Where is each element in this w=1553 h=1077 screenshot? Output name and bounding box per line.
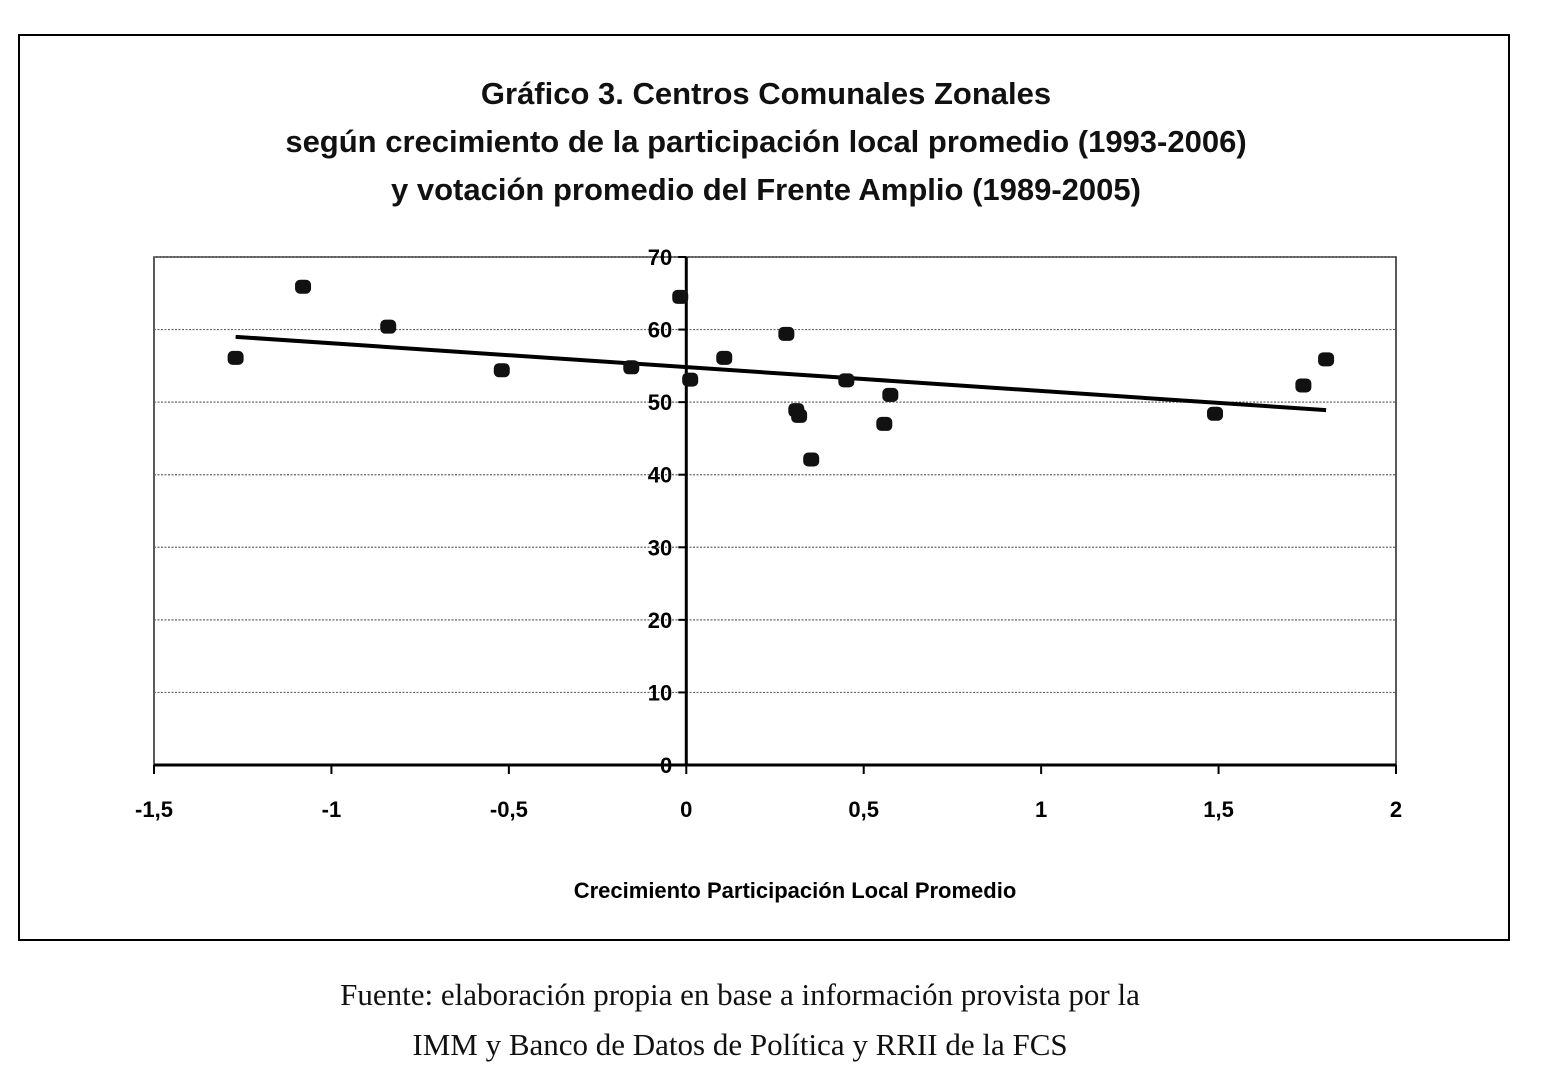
y-tick-label: 30 [648,535,672,560]
chart-frame: Gráfico 3. Centros Comunales Zonales seg… [18,34,1510,941]
data-point [1295,378,1312,393]
trendline [235,334,1327,413]
source-line-1: Fuente: elaboración propia en base a inf… [340,977,1140,1012]
data-point [682,372,699,387]
source-line-2: IMM y Banco de Datos de Política y RRII … [412,1027,1068,1062]
data-point [791,408,808,423]
data-point [876,416,893,431]
x-tick-label: -1,5 [135,797,173,822]
x-tick-label: -0,5 [490,797,528,822]
data-point [672,289,689,304]
source-note: Fuente: elaboración propia en base a inf… [0,970,1480,1070]
y-tick-label: 50 [648,390,672,415]
x-tick-label: 0 [680,797,692,822]
y-tick-label: 20 [648,608,672,633]
data-point [227,350,244,365]
plot-area [153,256,1397,766]
data-point [493,363,510,378]
data-point [1318,352,1335,367]
y-tick-label: 70 [648,245,672,270]
x-axis-label: Crecimiento Participación Local Promedio [574,878,1017,903]
y-tick-label: 10 [648,680,672,705]
data-point [623,360,640,375]
x-tick-label: 0,5 [848,797,879,822]
data-point [295,279,312,294]
title-line-3: y votación promedio del Frente Amplio (1… [391,172,1141,207]
data-point [1207,406,1224,421]
data-point [882,387,899,402]
data-point [838,373,855,388]
title-line-1: Gráfico 3. Centros Comunales Zonales [480,76,1052,111]
data-point [716,350,733,365]
title-line-2: según crecimiento de la participación lo… [285,124,1247,159]
data-point [803,452,820,467]
x-tick-label: 2 [1390,797,1402,822]
chart-title: Gráfico 3. Centros Comunales Zonales seg… [20,70,1512,214]
y-tick-label: 40 [648,463,672,488]
x-tick-label: 1,5 [1203,797,1234,822]
x-tick-label: 1 [1035,797,1047,822]
x-tick-label: -1 [322,797,342,822]
data-point [380,319,397,334]
data-point [778,326,795,341]
y-tick-label: 0 [660,753,672,778]
y-tick-label: 60 [648,318,672,343]
